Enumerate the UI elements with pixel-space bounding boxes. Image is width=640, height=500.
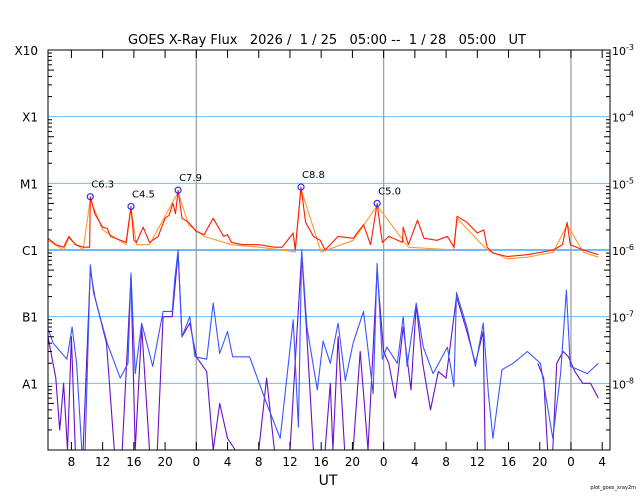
series-line-short	[47, 249, 599, 451]
x-tick-label: 0	[567, 455, 575, 469]
credit-text: plot_goes_xray2m	[590, 485, 636, 491]
flare-marker	[297, 183, 305, 191]
x-tick-label: 4	[598, 455, 606, 469]
flare-label: C8.8	[302, 170, 325, 181]
x-tick-label: 16	[501, 455, 516, 469]
y-tick-label-left: B1	[22, 311, 38, 325]
x-tick-label: 12	[282, 455, 297, 469]
x-tick-label: 12	[470, 455, 485, 469]
x-tick-label: 20	[532, 455, 547, 469]
flare-label: C4.5	[132, 189, 155, 200]
flare-marker	[86, 193, 94, 201]
series-line-long2	[47, 188, 599, 260]
y-tick-label-left: C1	[22, 244, 38, 258]
x-tick-label: 8	[442, 455, 450, 469]
y-tick-label-right: 10-4	[612, 110, 634, 125]
x-axis-label: UT	[319, 473, 338, 489]
x-tick-label: 8	[68, 455, 76, 469]
flare-marker	[174, 186, 182, 194]
series-line-long	[47, 186, 599, 258]
plot-frame	[47, 49, 611, 451]
x-tick-label: 8	[255, 455, 263, 469]
y-tick-label-left: X1	[22, 111, 38, 125]
y-tick-label-right: 10-7	[612, 310, 634, 325]
y-tick-label-right: 10-3	[612, 43, 634, 58]
x-tick-label: 4	[411, 455, 419, 469]
x-tick-label: 16	[314, 455, 329, 469]
x-tick-label: 16	[126, 455, 141, 469]
y-tick-label-left: X10	[15, 44, 39, 58]
flare-label: C6.3	[91, 180, 114, 191]
x-tick-label: 12	[95, 455, 110, 469]
flare-marker	[373, 199, 381, 208]
flare-label: C7.9	[179, 173, 202, 184]
flare-marker	[127, 202, 135, 211]
x-tick-label: 4	[224, 455, 232, 469]
y-tick-label-left: M1	[20, 177, 38, 191]
x-tick-label: 20	[157, 455, 172, 469]
x-tick-label: 0	[380, 455, 388, 469]
y-tick-label-right: 10-5	[612, 176, 634, 191]
x-tick-label: 0	[192, 455, 200, 469]
y-tick-label-right: 10-6	[612, 243, 634, 258]
chart-title: GOES X-Ray Flux 2026 / 1 / 25 05:00 -- 1…	[128, 33, 526, 48]
flare-label: C5.0	[378, 186, 401, 197]
x-tick-label: 20	[345, 455, 360, 469]
y-tick-label-right: 10-8	[612, 376, 634, 391]
y-tick-label-left: A1	[22, 377, 38, 391]
